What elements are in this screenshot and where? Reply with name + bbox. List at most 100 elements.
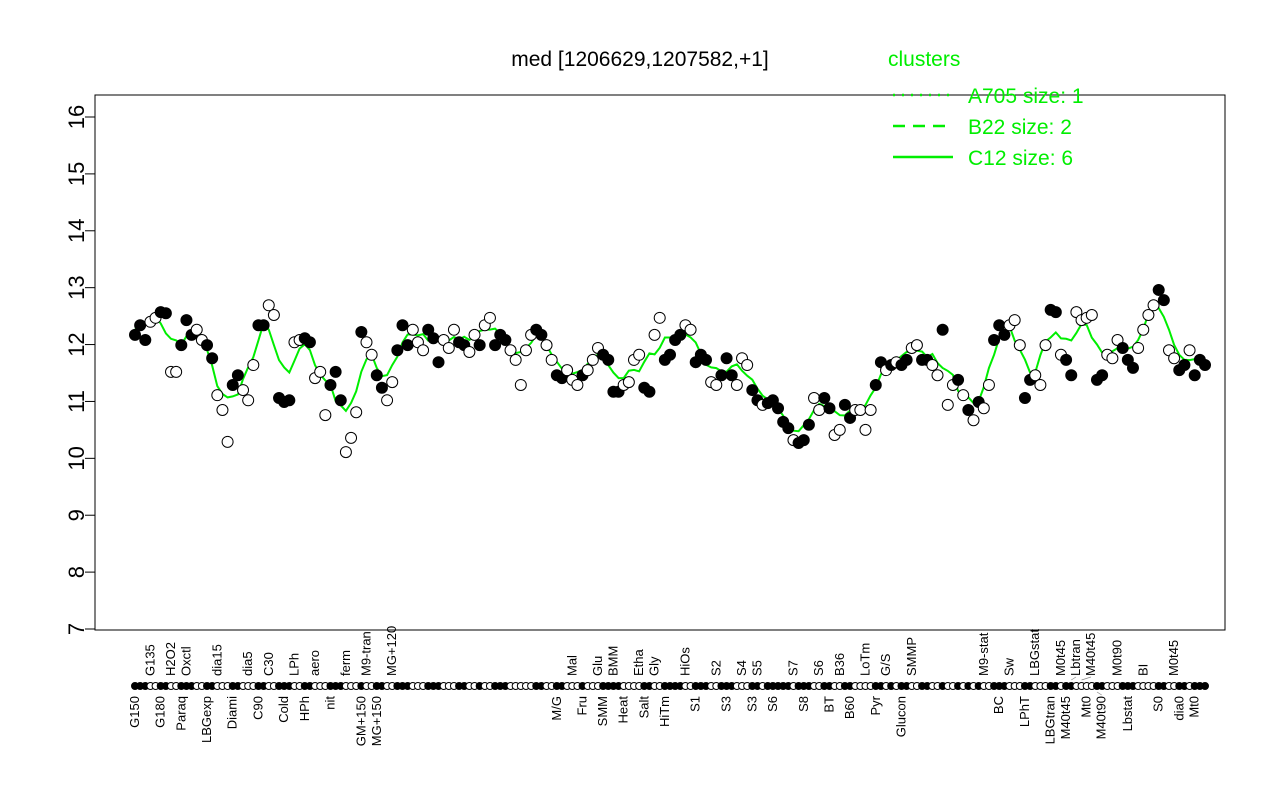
data-point (730, 378, 743, 391)
data-point (231, 369, 244, 382)
data-point (864, 403, 877, 416)
x-label-top: Mal (564, 655, 579, 676)
data-point (1029, 369, 1042, 382)
data-point (180, 314, 193, 327)
data-point (746, 384, 759, 397)
data-point (715, 369, 728, 382)
data-point (833, 423, 846, 436)
data-point (519, 344, 532, 357)
data-point (267, 308, 280, 321)
data-point (391, 344, 404, 357)
x-label-bottom: HiTm (657, 696, 672, 727)
data-point (1039, 339, 1052, 352)
y-tick-label: 14 (64, 219, 89, 243)
data-point (1116, 341, 1129, 354)
data-point (190, 323, 203, 336)
x-label-top: H2O2 (163, 642, 178, 676)
x-label-top: M9-tran (358, 631, 373, 676)
data-point (242, 394, 255, 407)
y-tick-label: 10 (64, 446, 89, 470)
data-point (237, 384, 250, 397)
data-point (571, 378, 584, 391)
y-tick-label: 11 (64, 390, 89, 413)
data-point (674, 328, 687, 341)
x-label-bottom: nit (322, 696, 337, 710)
data-point (1188, 369, 1201, 382)
cluster-line (134, 302, 1206, 433)
data-point (797, 434, 810, 447)
x-label-bottom: Lbstat (1120, 696, 1135, 732)
data-point (401, 339, 414, 352)
x-label-top: B36 (832, 653, 847, 676)
x-label-bottom: C90 (250, 696, 265, 720)
data-point (720, 352, 733, 365)
data-point (1137, 323, 1150, 336)
data-point (1106, 352, 1119, 365)
data-point (1008, 314, 1021, 327)
label-leader (1071, 676, 1077, 681)
data-point (489, 339, 502, 352)
x-label-bottom: G150 (127, 696, 142, 728)
data-point (1018, 392, 1031, 405)
data-point (1147, 299, 1160, 312)
x-label-bottom: G180 (153, 696, 168, 728)
x-label-top: S6 (811, 660, 826, 676)
data-point (355, 326, 368, 339)
data-point (581, 364, 594, 377)
x-label-bottom: S3 (744, 696, 759, 712)
data-point (977, 402, 990, 415)
data-point (602, 353, 615, 366)
data-point (622, 376, 635, 389)
data-point (664, 348, 676, 361)
y-tick-label: 9 (64, 509, 89, 521)
data-point (1126, 361, 1139, 374)
data-point (386, 376, 399, 389)
data-point (838, 398, 851, 411)
data-point (216, 403, 229, 416)
data-point (535, 328, 548, 341)
data-point (741, 359, 754, 372)
data-point (988, 334, 1001, 347)
x-label-top: M40t45 (1083, 633, 1098, 676)
chart-title: med [1206629,1207582,+1] (511, 48, 768, 71)
y-tick-label: 12 (64, 332, 89, 356)
x-label-top: G135 (142, 644, 157, 676)
data-point (700, 353, 713, 366)
x-label-top: Etha (631, 648, 646, 676)
y-tick-label: 13 (64, 275, 89, 299)
data-point (910, 339, 923, 352)
x-label-top: G/S (878, 653, 893, 676)
data-point (170, 365, 183, 378)
data-point (262, 299, 275, 312)
data-point (1183, 344, 1196, 357)
data-point (427, 332, 440, 345)
x-label-top: dia15 (209, 644, 224, 676)
x-label-bottom: M/G (549, 696, 564, 721)
data-point (941, 398, 954, 411)
data-point (1013, 339, 1026, 352)
data-point (417, 344, 430, 357)
data-point (334, 394, 347, 407)
data-point (802, 418, 815, 431)
data-point (962, 403, 975, 416)
data-point (1178, 359, 1191, 372)
x-label-top: ferm (338, 650, 353, 676)
data-point (226, 378, 239, 391)
x-label-top: MG+120 (384, 626, 399, 676)
x-label-bottom: S0 (1151, 696, 1166, 712)
data-point (370, 369, 383, 382)
data-point (1060, 353, 1073, 366)
x-label-top: S2 (708, 660, 723, 676)
x-label-bottom: MG+150 (369, 696, 384, 746)
data-point (957, 389, 970, 402)
x-label-top: Glu (590, 656, 605, 676)
data-point (823, 402, 836, 415)
legend-label: A705 size: 1 (968, 85, 1084, 108)
data-point (406, 323, 419, 336)
data-point (643, 385, 656, 398)
data-point (808, 392, 821, 405)
x-label-bottom: HPh (297, 696, 312, 721)
data-point (375, 381, 388, 394)
data-point (504, 344, 517, 357)
data-point (725, 369, 738, 382)
